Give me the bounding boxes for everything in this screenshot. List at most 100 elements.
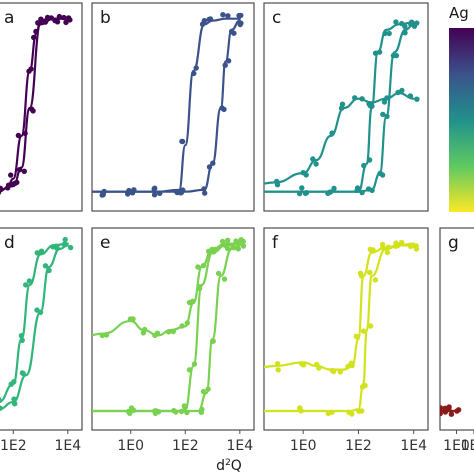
data-point xyxy=(20,370,26,377)
data-point xyxy=(199,21,206,27)
data-point xyxy=(365,186,372,192)
data-point xyxy=(193,65,199,71)
data-point xyxy=(11,396,17,402)
panel-frame xyxy=(0,227,83,431)
data-point xyxy=(367,103,374,109)
data-point xyxy=(210,338,216,344)
data-point xyxy=(140,330,147,336)
data-point xyxy=(299,185,305,191)
data-point xyxy=(210,160,216,166)
data-point xyxy=(12,401,18,407)
data-point xyxy=(63,19,69,26)
data-point xyxy=(395,89,401,96)
data-point xyxy=(329,367,335,374)
data-point xyxy=(36,20,42,26)
data-point xyxy=(170,328,176,335)
panel-frame xyxy=(439,227,474,431)
panel-frame xyxy=(263,227,429,431)
series-line xyxy=(0,244,69,411)
data-point xyxy=(152,408,158,414)
data-point xyxy=(206,248,212,254)
data-point xyxy=(393,240,399,246)
data-point xyxy=(236,12,242,19)
data-point xyxy=(46,267,52,274)
data-point xyxy=(408,243,414,250)
data-point xyxy=(200,262,207,269)
data-point xyxy=(15,132,22,139)
data-point xyxy=(178,189,185,196)
data-point xyxy=(236,240,242,247)
series-line xyxy=(264,23,415,193)
data-point xyxy=(359,408,365,414)
data-point xyxy=(225,58,232,64)
data-point xyxy=(339,101,346,107)
data-point xyxy=(215,270,222,277)
data-point xyxy=(52,17,58,24)
data-point xyxy=(178,408,185,415)
data-point xyxy=(165,329,172,335)
data-point xyxy=(11,379,17,385)
data-point xyxy=(361,162,367,169)
data-point xyxy=(409,19,415,25)
data-point xyxy=(329,130,335,136)
data-point xyxy=(386,30,392,37)
data-point xyxy=(99,192,105,198)
data-point xyxy=(380,111,386,118)
data-point xyxy=(274,182,281,188)
data-point xyxy=(393,52,400,59)
data-point xyxy=(221,106,227,113)
data-point xyxy=(186,299,193,306)
panel-label: b xyxy=(100,8,111,28)
data-point xyxy=(191,70,197,77)
data-point xyxy=(303,172,309,178)
data-point xyxy=(325,190,331,197)
data-point xyxy=(359,96,365,102)
data-point xyxy=(402,30,408,36)
data-point xyxy=(300,362,307,368)
data-point xyxy=(384,249,391,256)
data-point xyxy=(206,164,213,170)
data-point xyxy=(196,284,203,290)
panel-label: c xyxy=(272,8,281,28)
data-point xyxy=(345,363,351,370)
x-tick-label: 1E0 xyxy=(117,438,144,454)
data-point xyxy=(325,410,332,416)
data-point xyxy=(67,244,74,251)
data-point xyxy=(353,333,360,339)
panel-g: g xyxy=(439,227,474,434)
data-point xyxy=(359,189,365,196)
data-point xyxy=(455,407,462,413)
data-point xyxy=(201,186,207,192)
panel-b: b xyxy=(91,2,255,212)
data-point xyxy=(151,192,158,198)
data-point xyxy=(337,369,343,375)
data-point xyxy=(393,19,399,25)
data-point xyxy=(200,388,207,395)
data-point xyxy=(207,16,214,22)
data-point xyxy=(26,278,33,284)
panel-d: d xyxy=(0,227,83,434)
data-point xyxy=(61,14,67,21)
data-point xyxy=(414,96,420,102)
data-point xyxy=(0,405,3,411)
data-point xyxy=(352,95,358,101)
data-point xyxy=(205,386,211,392)
data-point xyxy=(440,405,444,411)
data-point xyxy=(219,238,226,245)
panel-f: f xyxy=(263,227,429,434)
panel-frame xyxy=(91,2,255,212)
data-point xyxy=(331,185,337,192)
data-point xyxy=(370,247,376,253)
data-point xyxy=(38,248,45,254)
x-tick-label: 1E2 xyxy=(172,438,199,454)
data-point xyxy=(225,13,231,19)
x-tick-label: 1E4 xyxy=(54,438,81,454)
data-point xyxy=(31,34,37,41)
data-point xyxy=(440,410,443,417)
data-point xyxy=(184,409,190,416)
data-point xyxy=(414,20,420,26)
data-point xyxy=(191,361,198,367)
data-point xyxy=(220,12,226,18)
x-tick-labels: 1E21E21E21E21E41E41E41E41E01E01E0 xyxy=(0,438,474,454)
